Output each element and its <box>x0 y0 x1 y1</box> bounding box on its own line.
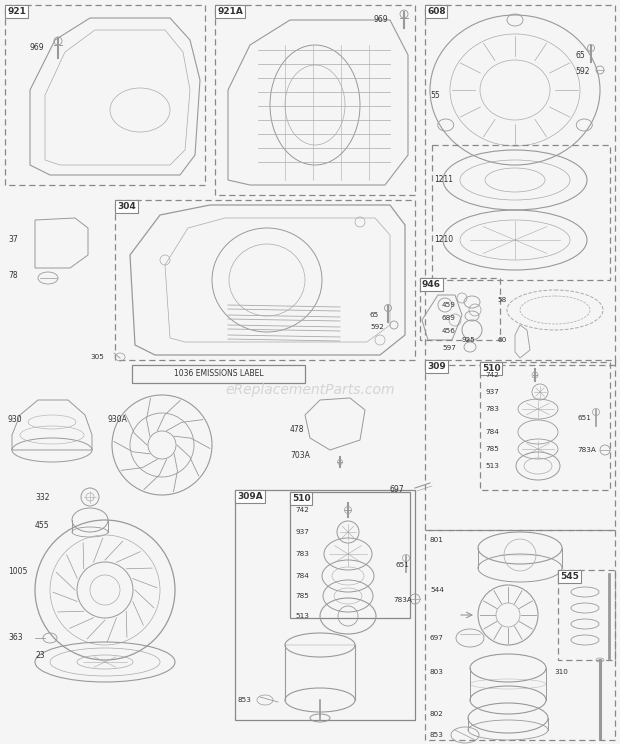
Text: 651: 651 <box>395 562 409 568</box>
Text: 608: 608 <box>427 7 446 16</box>
Text: 853: 853 <box>430 732 444 738</box>
Text: 921: 921 <box>7 7 26 16</box>
Text: 969: 969 <box>30 43 45 53</box>
Text: 853: 853 <box>238 697 252 703</box>
Text: 703A: 703A <box>290 451 310 460</box>
Text: 545: 545 <box>560 572 579 581</box>
Text: 697: 697 <box>390 486 405 495</box>
Text: 1005: 1005 <box>8 568 27 577</box>
Text: 925: 925 <box>462 337 476 343</box>
Text: 459: 459 <box>442 302 456 308</box>
Text: 969: 969 <box>374 16 389 25</box>
Text: 783A: 783A <box>393 597 412 603</box>
Text: 784: 784 <box>485 429 499 435</box>
Text: eReplacementParts.com: eReplacementParts.com <box>225 383 395 397</box>
Text: 363: 363 <box>8 633 22 643</box>
Text: 937: 937 <box>295 529 309 535</box>
Text: 510: 510 <box>292 494 311 503</box>
Text: 513: 513 <box>485 463 499 469</box>
Text: 455: 455 <box>35 521 50 530</box>
Text: 785: 785 <box>485 446 499 452</box>
Text: 697: 697 <box>430 635 444 641</box>
Text: 78: 78 <box>8 271 17 280</box>
Text: 309A: 309A <box>237 492 263 501</box>
Text: 921A: 921A <box>217 7 243 16</box>
Text: 55: 55 <box>430 91 440 100</box>
Text: 784: 784 <box>295 573 309 579</box>
Text: 60: 60 <box>497 337 507 343</box>
Text: 456: 456 <box>442 328 456 334</box>
Text: 309: 309 <box>427 362 446 371</box>
Text: 544: 544 <box>430 587 444 593</box>
Text: 802: 802 <box>430 711 444 717</box>
Text: 23: 23 <box>35 650 45 659</box>
Text: 510: 510 <box>482 364 500 373</box>
Text: 478: 478 <box>290 426 304 434</box>
Text: 65: 65 <box>575 51 585 60</box>
Text: 946: 946 <box>422 280 441 289</box>
Text: 930A: 930A <box>108 415 128 425</box>
Text: 513: 513 <box>295 613 309 619</box>
Text: 1211: 1211 <box>434 176 453 185</box>
Text: 597: 597 <box>442 345 456 351</box>
Text: 592: 592 <box>575 68 590 77</box>
Text: 689: 689 <box>442 315 456 321</box>
Text: 783: 783 <box>295 551 309 557</box>
Text: 1036 EMISSIONS LABEL: 1036 EMISSIONS LABEL <box>174 370 264 379</box>
Text: 783: 783 <box>485 406 499 412</box>
Text: 58: 58 <box>497 297 507 303</box>
Text: 783A: 783A <box>577 447 596 453</box>
Text: 651: 651 <box>577 415 591 421</box>
Text: 304: 304 <box>117 202 136 211</box>
Text: 930: 930 <box>8 415 22 425</box>
Text: 742: 742 <box>485 372 499 378</box>
Text: 801: 801 <box>430 537 444 543</box>
Text: 785: 785 <box>295 593 309 599</box>
Text: 65: 65 <box>370 312 379 318</box>
Text: 305: 305 <box>90 354 104 360</box>
Text: 592: 592 <box>370 324 384 330</box>
Text: 332: 332 <box>35 493 50 502</box>
Text: 1210: 1210 <box>434 236 453 245</box>
Text: 742: 742 <box>295 507 309 513</box>
Text: 937: 937 <box>485 389 499 395</box>
Text: 37: 37 <box>8 236 18 245</box>
Text: 310: 310 <box>554 669 568 675</box>
Text: 803: 803 <box>430 669 444 675</box>
